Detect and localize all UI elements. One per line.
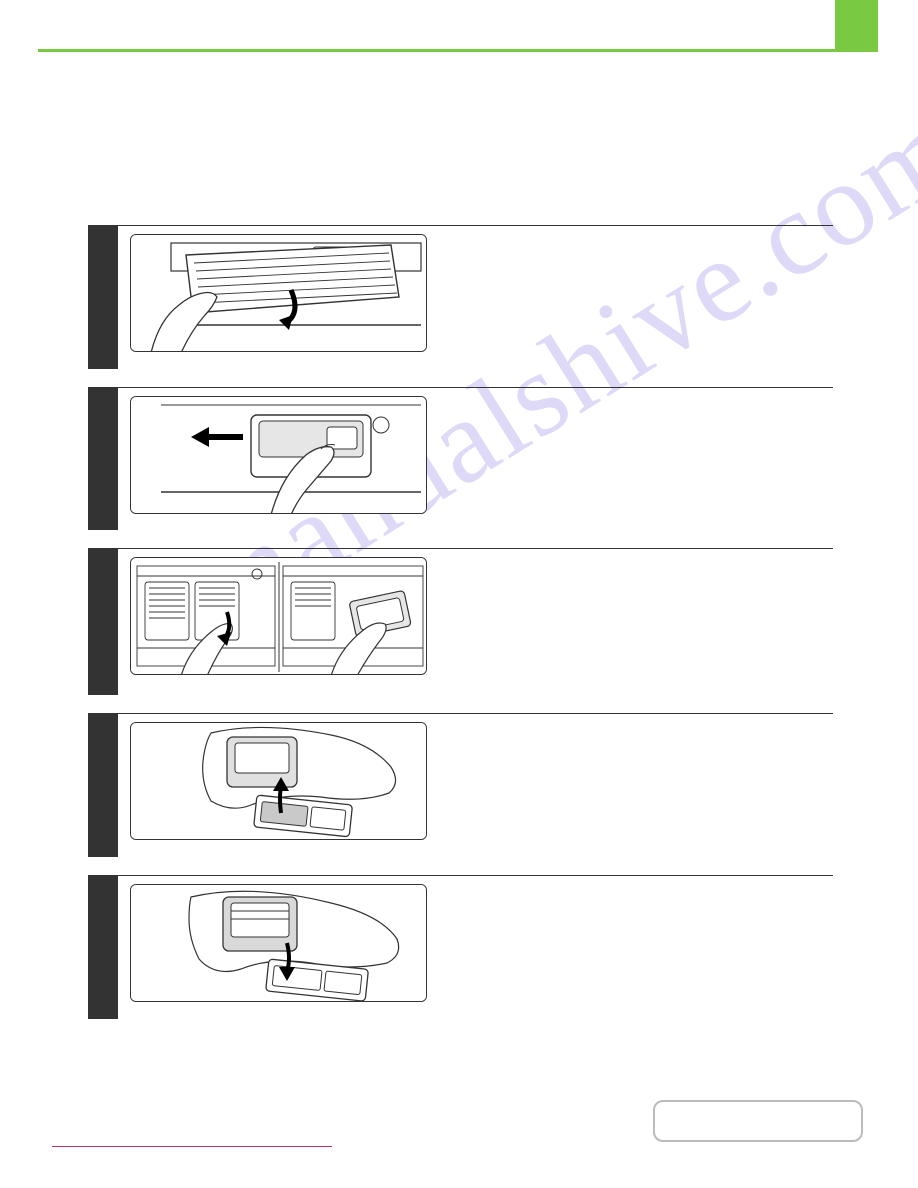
step-1: [88, 225, 833, 369]
step-number-4: [88, 714, 118, 857]
header-bar: [38, 0, 878, 52]
step-2-figure: [130, 396, 427, 514]
step-number-1: [88, 226, 118, 369]
step-5-figure: [130, 884, 427, 1002]
step-4: [88, 713, 833, 857]
step-number-3: [88, 549, 118, 695]
steps-content: [88, 225, 833, 1037]
step-number-5: [88, 876, 118, 1019]
step-3-figure: [130, 557, 427, 675]
step-5: [88, 875, 833, 1019]
next-page-box[interactable]: [653, 1100, 863, 1142]
header-accent-block: [835, 0, 878, 52]
step-3: [88, 548, 833, 695]
step-1-figure: [130, 234, 427, 352]
step-4-figure: [130, 722, 427, 840]
footer-rule: [52, 1146, 332, 1147]
step-number-2: [88, 388, 118, 530]
step-2: [88, 387, 833, 530]
